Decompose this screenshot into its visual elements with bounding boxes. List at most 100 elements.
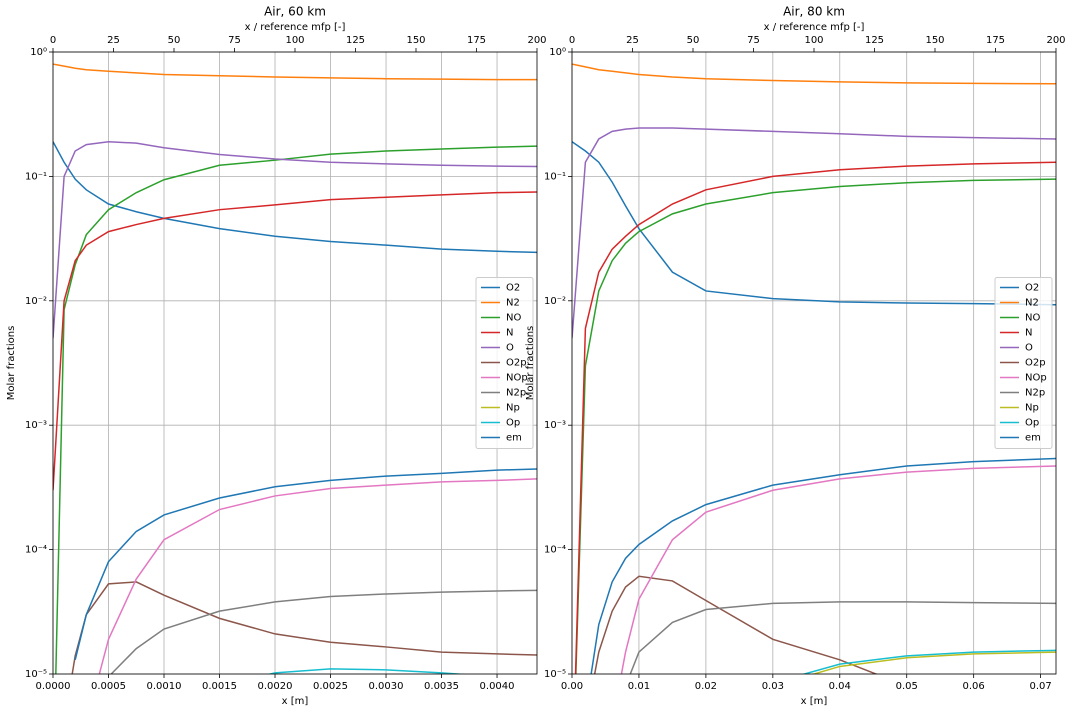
x-tick-label: 0.04: [829, 681, 851, 692]
x2-tick-label: 100: [804, 35, 823, 46]
y-tick-label: 10⁻⁴: [544, 545, 566, 556]
y-tick-label: 10⁻¹: [544, 171, 566, 182]
legend-label: N2: [506, 298, 520, 309]
x-tick-label: 0.02: [695, 681, 717, 692]
x-tick-label: 0.06: [963, 681, 985, 692]
x-tick-label: 0.0030: [369, 681, 404, 692]
legend-box: [475, 277, 534, 449]
legend-label: NO: [1025, 313, 1040, 324]
plot-lines: [572, 63, 1056, 674]
series-line: [620, 465, 1056, 674]
x2-tick-label: 150: [406, 35, 425, 46]
legend-label: N: [1025, 328, 1032, 339]
x2-tick-label: 75: [228, 35, 241, 46]
x2-axis-label: x / reference mfp [-]: [245, 22, 346, 33]
x-tick-label: 0.05: [896, 681, 918, 692]
series-line: [574, 161, 1056, 674]
series-line: [575, 178, 1056, 674]
x2-tick-label: 175: [467, 35, 486, 46]
y-tick-label: 10⁻⁵: [25, 669, 47, 680]
legend: O2 N2 NO NO O2p NOp N2p Np Op em: [994, 277, 1053, 449]
x2-tick-label: 200: [527, 35, 546, 46]
legend: O2 N2 NO NO O2p NOp N2p Np Op em: [475, 277, 534, 449]
x-tick-label: 0.00: [561, 681, 583, 692]
x2-tick-label: 0: [50, 35, 56, 46]
series-line: [590, 457, 1056, 674]
series-line: [53, 140, 537, 339]
x2-tick-label: 75: [747, 35, 760, 46]
x2-tick-label: 50: [687, 35, 700, 46]
plot-area: [572, 52, 1056, 674]
legend-label: N2p: [506, 388, 526, 399]
plot-area: [53, 52, 537, 674]
legend-label: NO: [506, 313, 521, 324]
x-tick-label: 0.0025: [313, 681, 348, 692]
series-line: [811, 651, 1056, 674]
series-line: [55, 145, 537, 674]
x-axis-label: x [m]: [801, 696, 828, 707]
x-tick-label: 0.07: [1029, 681, 1051, 692]
x2-tick-label: 0: [569, 35, 575, 46]
y-tick-label: 10⁻³: [25, 420, 47, 431]
legend-label: O2p: [506, 358, 527, 369]
series-line: [572, 63, 1056, 85]
legend-label: Np: [506, 403, 520, 414]
plot-lines: [53, 63, 537, 712]
x2-tick-label: 25: [107, 35, 120, 46]
subplot: 0.0000 0.0005 0.0010 0.0015 0.0020 0.0025 0.00…: [6, 5, 547, 712]
y-tick-label: 10⁻²: [25, 296, 47, 307]
x-tick-label: 0.03: [762, 681, 784, 692]
x-tick-label: 0.0040: [480, 681, 515, 692]
y-axis-label: Molar fractions: [6, 326, 17, 401]
x-tick-label: 0.0015: [202, 681, 237, 692]
legend-label: O2: [1025, 283, 1039, 294]
legend-label: Op: [506, 418, 520, 429]
series-line: [53, 191, 537, 491]
series-line: [74, 468, 537, 661]
chart-title: Air, 80 km: [783, 5, 845, 19]
series-line: [110, 589, 537, 674]
x2-tick-label: 125: [346, 35, 365, 46]
x2-tick-label: 150: [925, 35, 944, 46]
x2-tick-label: 100: [285, 35, 304, 46]
legend-label: NOp: [1025, 373, 1047, 384]
x2-tick-label: 200: [1046, 35, 1065, 46]
y-tick-label: 10⁰: [30, 47, 47, 58]
series-line: [572, 127, 1056, 339]
legend-label: Np: [1025, 403, 1039, 414]
legend-label: em: [1025, 433, 1041, 444]
series-line: [572, 141, 1056, 306]
legend-label: N2p: [1025, 388, 1045, 399]
x2-tick-label: 25: [626, 35, 639, 46]
series-line: [220, 706, 537, 712]
series-line: [629, 601, 1056, 674]
x2-axis-label: x / reference mfp [-]: [764, 22, 865, 33]
legend-label: O: [1025, 343, 1033, 354]
x-tick-label: 0.01: [628, 681, 650, 692]
x2-tick-label: 125: [865, 35, 884, 46]
x-tick-label: 0.0020: [258, 681, 293, 692]
legend-label: N: [506, 328, 513, 339]
x2-tick-label: 50: [168, 35, 181, 46]
y-axis-label: Molar fractions: [525, 326, 536, 401]
y-tick-label: 10⁻¹: [25, 171, 47, 182]
y-tick-label: 10⁻⁴: [25, 545, 47, 556]
legend-label: NOp: [506, 373, 528, 384]
legend-label: O: [506, 343, 514, 354]
legend-label: O2p: [1025, 358, 1046, 369]
series-line: [53, 63, 537, 81]
x2-tick-label: 175: [986, 35, 1005, 46]
y-tick-label: 10⁻³: [544, 420, 566, 431]
legend-label: O2: [506, 283, 520, 294]
series-line: [98, 478, 537, 674]
axes-frame: [571, 51, 1057, 675]
y-tick-label: 10⁻²: [544, 296, 566, 307]
y-tick-label: 10⁻⁵: [544, 669, 566, 680]
axes-frame: [52, 51, 538, 675]
x-tick-label: 0.0000: [36, 681, 71, 692]
x-axis-label: x [m]: [282, 696, 309, 707]
series-line: [593, 575, 878, 674]
series-line: [801, 649, 1056, 674]
legend-label: N2: [1025, 298, 1039, 309]
